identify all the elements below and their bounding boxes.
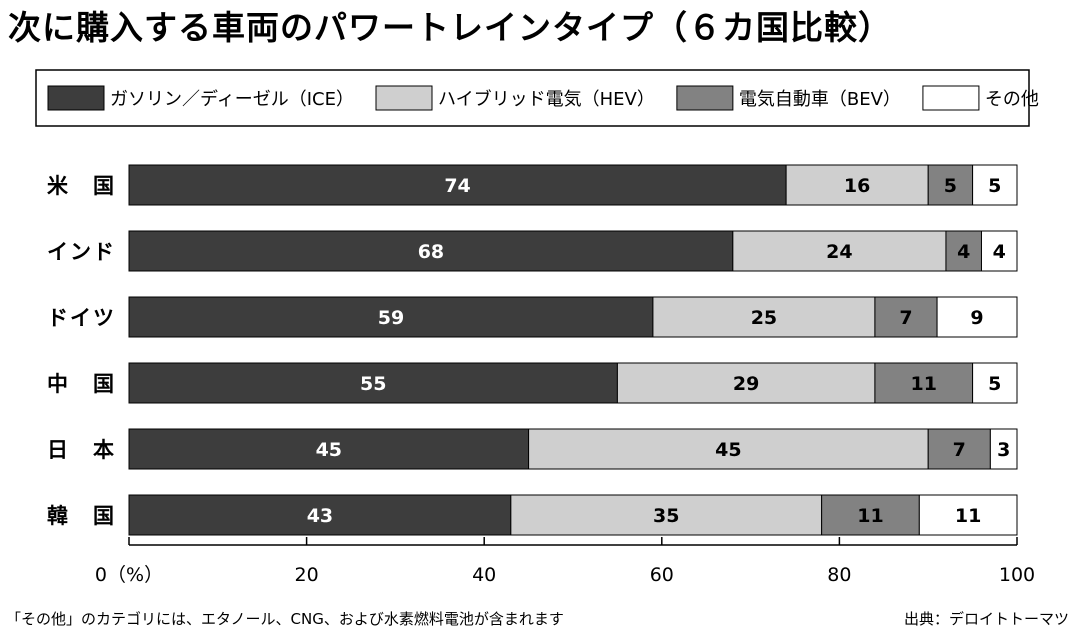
- bar-segment-5-2: [821, 494, 920, 536]
- bar-segment-0-1: [785, 164, 929, 206]
- bar-value-label: 59: [378, 307, 404, 329]
- legend-box: [35, 69, 1030, 127]
- bar-segment-1-0: [128, 230, 734, 272]
- x-axis: 0（%） 20 40 60 80 100: [95, 537, 1035, 586]
- bar-segment-2-0: [128, 296, 654, 338]
- x-tick-label: 20: [295, 564, 319, 586]
- bars-area: 74 16 5 568 24 4 459 25 7 955 29 11 545 45 7 343 35 11 11: [128, 164, 1018, 536]
- bar-value-label: 3: [997, 439, 1010, 461]
- bar-segment-2-3: [936, 296, 1018, 338]
- bar-value-label: 29: [733, 373, 759, 395]
- category-label: 日 本: [47, 438, 116, 462]
- bar-segment-1-3: [980, 230, 1018, 272]
- legend: ガソリン／ディーゼル（ICE） ハイブリッド電気（HEV） 電気自動車（BEV） その…: [47, 85, 1039, 111]
- legend-swatch: [922, 85, 980, 111]
- bar-segment-4-1: [528, 428, 929, 470]
- bar-segment-2-2: [874, 296, 938, 338]
- x-tick-label: 60: [650, 564, 674, 586]
- bar-segment-4-0: [128, 428, 530, 470]
- bar-value-label: 11: [911, 373, 937, 395]
- bar-segment-0-2: [927, 164, 974, 206]
- bar-segment-3-0: [128, 362, 618, 404]
- source-credit: 出典：デロイトトーマツ: [903, 610, 1069, 628]
- bar-value-label: 11: [857, 505, 883, 527]
- bar-segment-1-1: [732, 230, 947, 272]
- legend-label: ガソリン／ディーゼル（ICE）: [110, 89, 354, 110]
- legend-swatch: [47, 85, 105, 111]
- chart-title: 次に購入する車両のパワートレインタイプ（６カ国比較）: [8, 8, 892, 47]
- x-tick-label: 0（%）: [95, 564, 163, 586]
- bar-value-label: 24: [826, 241, 852, 263]
- category-label: ドイツ: [47, 306, 116, 330]
- footnote: 「その他」のカテゴリには、エタノール、CNG、および水素燃料電池が含まれます: [6, 610, 564, 628]
- bar-segment-0-0: [128, 164, 787, 206]
- bar-value-label: 74: [444, 175, 470, 197]
- bar-segment-0-3: [972, 164, 1018, 206]
- bar-value-label: 16: [844, 175, 870, 197]
- bar-value-label: 45: [715, 439, 741, 461]
- bar-segment-2-1: [652, 296, 876, 338]
- bar-value-label: 35: [653, 505, 679, 527]
- category-label: 中 国: [47, 372, 116, 396]
- bar-value-label: 7: [953, 439, 966, 461]
- bar-value-label: 45: [316, 439, 342, 461]
- bar-segment-3-2: [874, 362, 974, 404]
- x-tick-label: 40: [472, 564, 496, 586]
- x-tick-label: 80: [827, 564, 851, 586]
- bar-value-label: 11: [955, 505, 981, 527]
- bar-segment-1-2: [945, 230, 982, 272]
- bar-value-label: 4: [993, 241, 1006, 263]
- bar-segment-4-3: [989, 428, 1018, 470]
- category-label: 韓 国: [47, 504, 116, 528]
- bar-value-label: 7: [899, 307, 912, 329]
- x-tick-label: 100: [999, 564, 1035, 586]
- bar-value-label: 9: [970, 307, 983, 329]
- bar-value-label: 25: [751, 307, 777, 329]
- legend-label: ハイブリッド電気（HEV）: [438, 88, 655, 110]
- legend-swatch: [375, 85, 433, 111]
- category-label: インド: [47, 240, 116, 264]
- legend-label: その他: [985, 89, 1039, 110]
- bar-segment-3-3: [972, 362, 1018, 404]
- bar-segment-5-3: [918, 494, 1018, 536]
- bar-value-label: 5: [944, 175, 957, 197]
- bar-segment-3-1: [616, 362, 876, 404]
- bar-value-label: 4: [957, 241, 970, 263]
- legend-swatch: [676, 85, 734, 111]
- bar-value-label: 68: [418, 241, 444, 263]
- bar-value-label: 43: [307, 505, 333, 527]
- bar-segment-5-0: [128, 494, 512, 536]
- bar-value-label: 55: [360, 373, 386, 395]
- category-label: 米 国: [47, 174, 116, 198]
- bar-value-label: 5: [988, 373, 1001, 395]
- bar-segment-5-1: [510, 494, 823, 536]
- bar-value-label: 5: [988, 175, 1001, 197]
- legend-label: 電気自動車（BEV）: [739, 89, 901, 110]
